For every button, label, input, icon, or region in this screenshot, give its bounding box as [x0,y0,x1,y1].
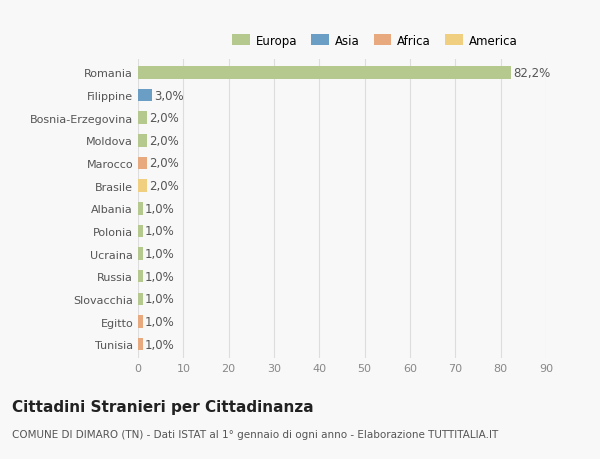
Text: 1,0%: 1,0% [145,293,175,306]
Text: 1,0%: 1,0% [145,202,175,215]
Text: 1,0%: 1,0% [145,247,175,261]
Legend: Europa, Asia, Africa, America: Europa, Asia, Africa, America [227,30,522,52]
Bar [138,135,147,147]
Text: 1,0%: 1,0% [145,225,175,238]
Bar [138,293,143,306]
Bar [138,248,143,260]
Text: 3,0%: 3,0% [154,90,184,102]
Bar [138,157,147,170]
Text: 2,0%: 2,0% [149,112,179,125]
Bar [138,316,143,328]
Bar [138,90,152,102]
Bar [138,225,143,238]
Text: 2,0%: 2,0% [149,134,179,147]
Bar [138,67,511,79]
Bar [138,338,143,351]
Text: 2,0%: 2,0% [149,180,179,193]
Text: 1,0%: 1,0% [145,270,175,283]
Bar [138,270,143,283]
Bar [138,202,143,215]
Text: 1,0%: 1,0% [145,338,175,351]
Text: 82,2%: 82,2% [513,67,550,80]
Bar [138,180,147,192]
Text: 2,0%: 2,0% [149,157,179,170]
Text: 1,0%: 1,0% [145,315,175,328]
Text: Cittadini Stranieri per Cittadinanza: Cittadini Stranieri per Cittadinanza [12,399,314,414]
Bar [138,112,147,125]
Text: COMUNE DI DIMARO (TN) - Dati ISTAT al 1° gennaio di ogni anno - Elaborazione TUT: COMUNE DI DIMARO (TN) - Dati ISTAT al 1°… [12,429,498,439]
